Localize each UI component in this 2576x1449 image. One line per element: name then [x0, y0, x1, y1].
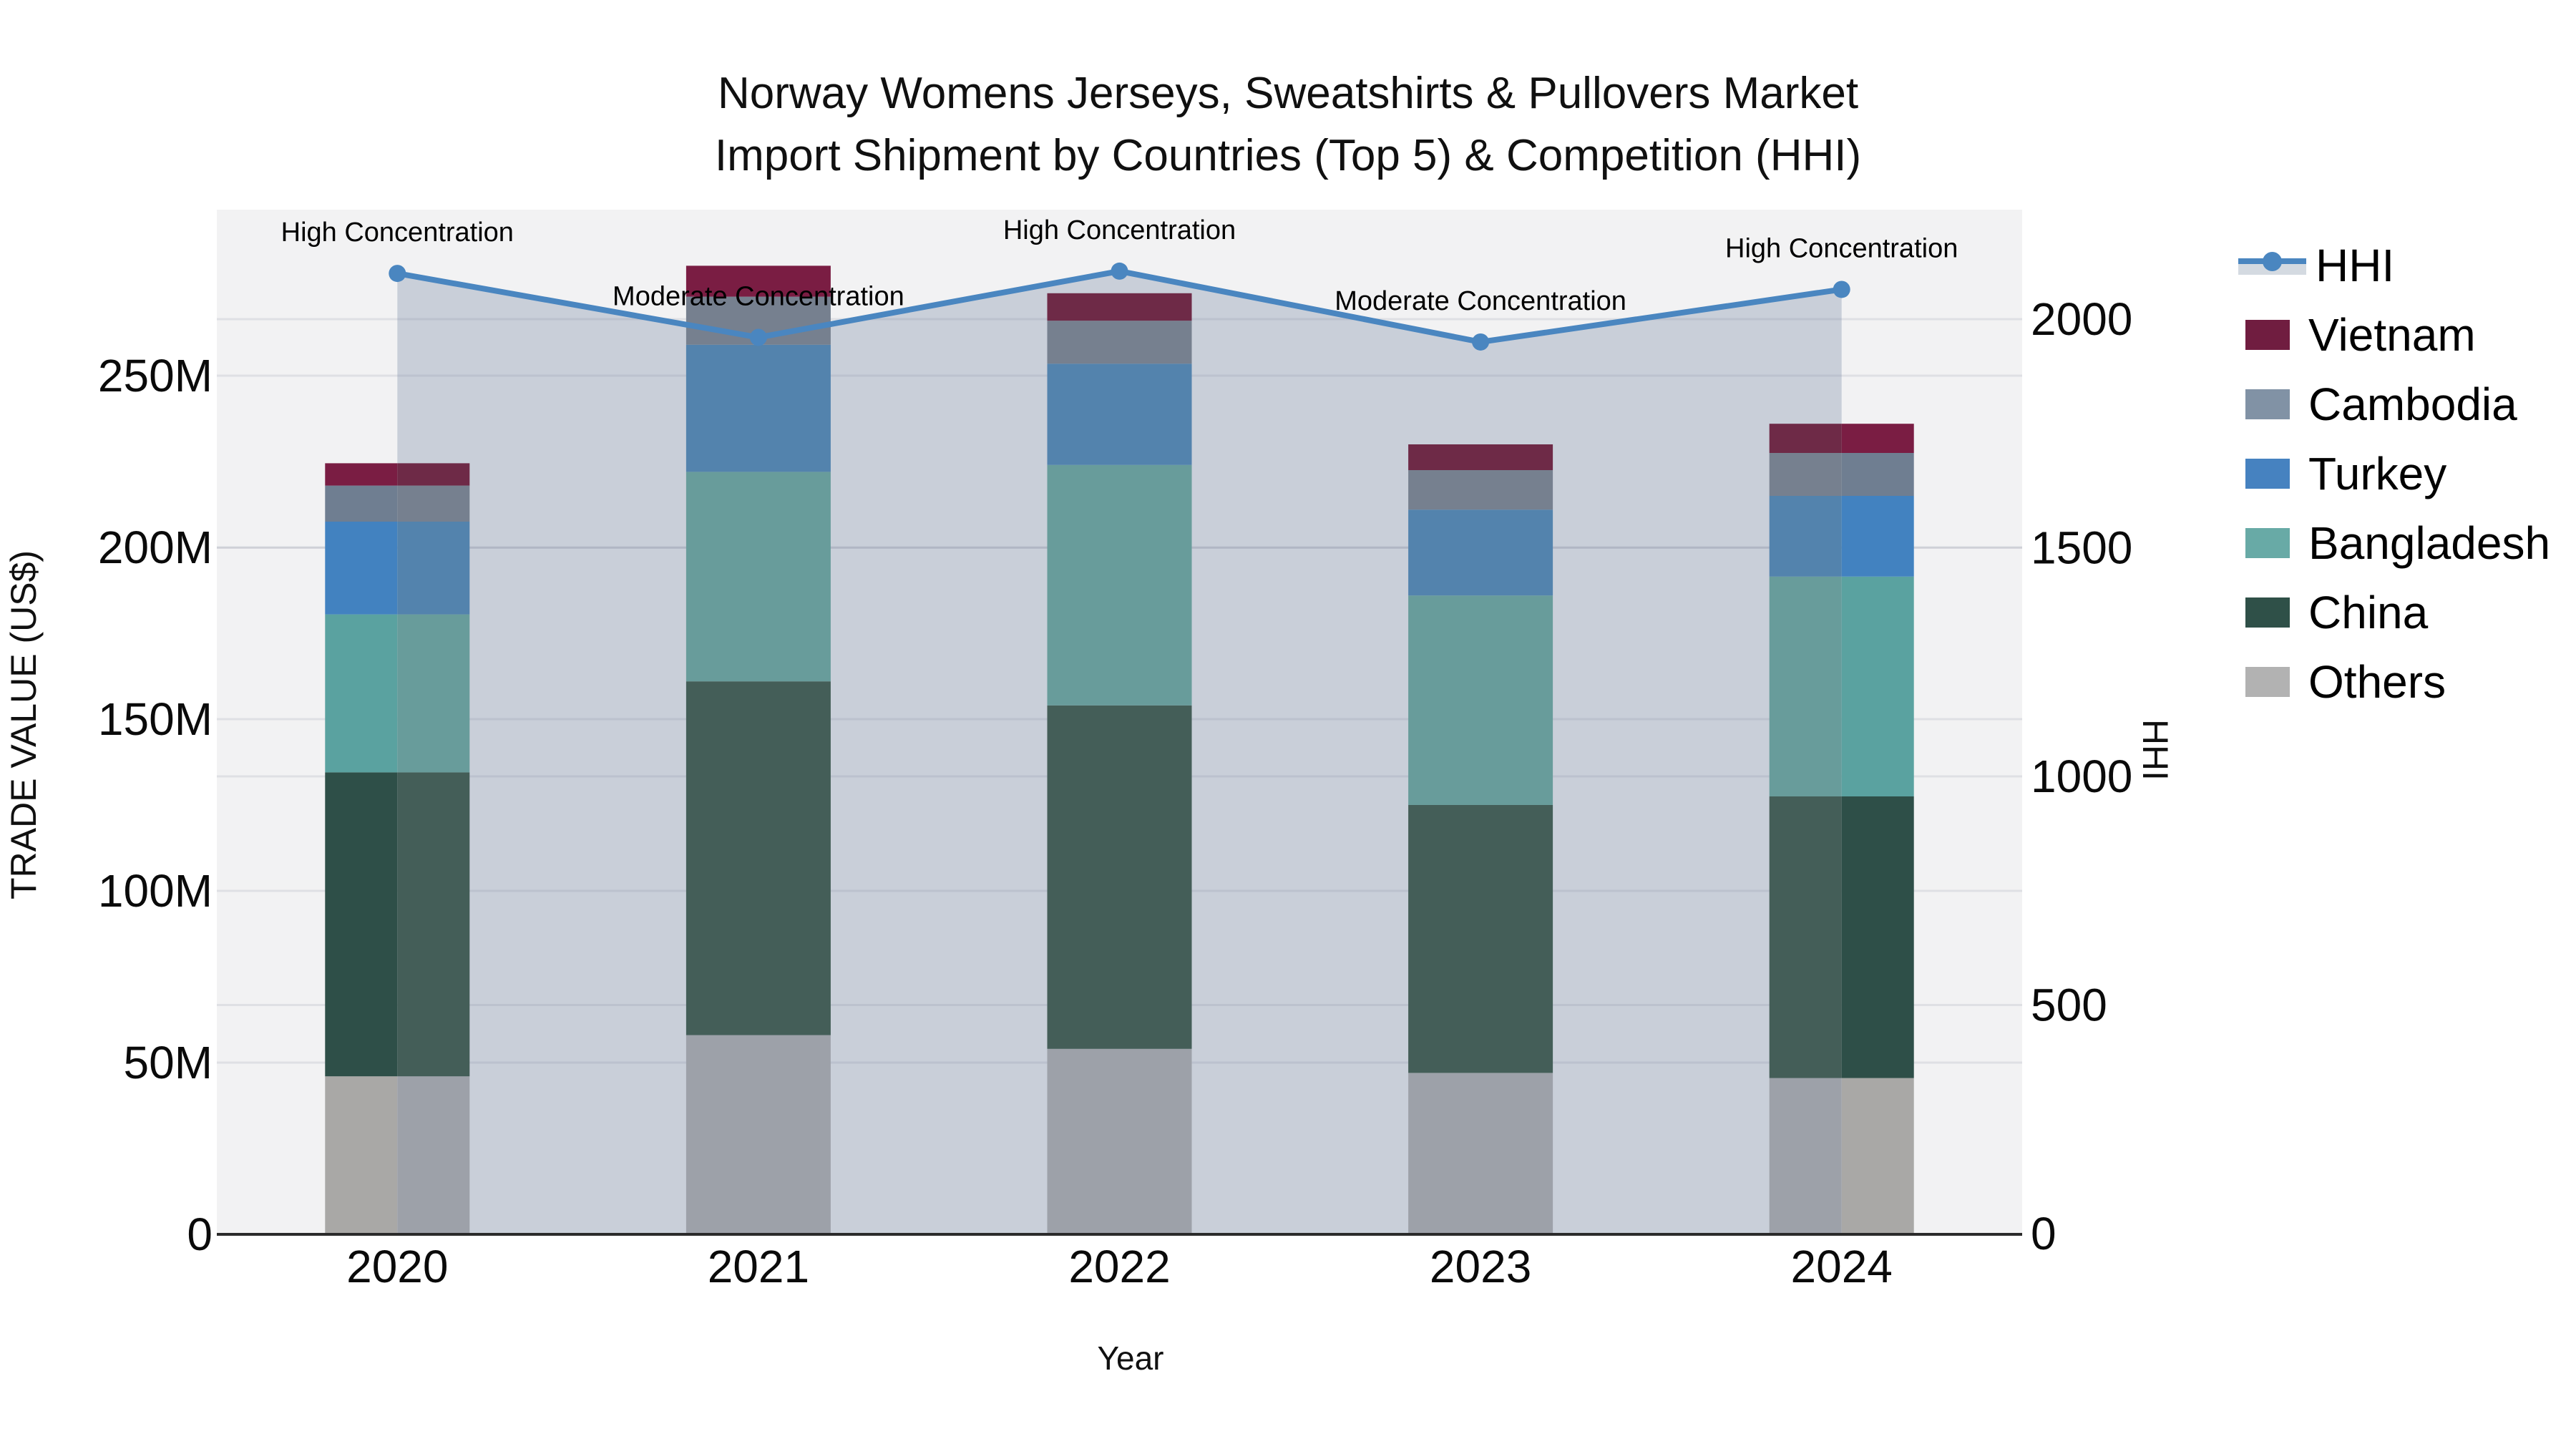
legend-label-hhi: HHI [2316, 239, 2395, 291]
legend-item-bangladesh[interactable]: Bangladesh [2238, 508, 2575, 577]
bar-segment-2022-vietnam[interactable] [1047, 293, 1192, 321]
annotation-2023: Moderate Concentration [1335, 286, 1626, 316]
y-left-tick-250M: 250M [98, 350, 213, 401]
x-tick-2024: 2024 [1791, 1241, 1893, 1292]
bar-segment-2024-bangladesh[interactable] [1769, 576, 1842, 796]
bar-segment-2021-turkey[interactable] [686, 344, 831, 472]
legend-swatch-turkey [2245, 458, 2290, 489]
bar-segment-2023-cambodia[interactable] [1408, 470, 1553, 510]
bar-segment-2020-cambodia[interactable] [325, 485, 398, 522]
annotation-2022: High Concentration [1003, 215, 1236, 245]
y-right-tick-1500: 1500 [2031, 522, 2132, 574]
hhi-marker-2024[interactable] [1833, 280, 1850, 298]
bar-segment-2020-vietnam[interactable] [397, 463, 470, 486]
bar-segment-2022-turkey[interactable] [1047, 364, 1192, 465]
bar-segment-2024-turkey[interactable] [1841, 496, 1914, 577]
bar-segment-2020-bangladesh[interactable] [397, 614, 470, 773]
bar-segment-2021-china[interactable] [686, 681, 831, 1035]
bar-segment-2024-bangladesh[interactable] [1841, 576, 1914, 796]
legend-item-vietnam[interactable]: Vietnam [2238, 300, 2575, 369]
bar-segment-2023-bangladesh[interactable] [1408, 595, 1553, 805]
hhi-marker-2022[interactable] [1111, 262, 1128, 280]
y-left-tick-200M: 200M [98, 522, 213, 573]
legend-label-china: China [2308, 586, 2429, 638]
bar-segment-2024-turkey[interactable] [1769, 496, 1842, 577]
bar-segment-2020-turkey[interactable] [397, 522, 470, 615]
bar-segment-2021-bangladesh[interactable] [686, 472, 831, 682]
bar-segment-2024-china[interactable] [1841, 796, 1914, 1078]
bar-segment-2020-turkey[interactable] [325, 522, 398, 615]
legend-item-cambodia[interactable]: Cambodia [2238, 369, 2575, 439]
legend-swatch-others [2245, 666, 2290, 697]
legend-item-others[interactable]: Others [2238, 647, 2575, 716]
legend-item-turkey[interactable]: Turkey [2238, 439, 2575, 508]
bar-segment-2021-others[interactable] [686, 1035, 831, 1234]
x-axis-title: Year [1097, 1340, 1164, 1377]
legend: HHI Vietnam Cambodia Turkey Bangladesh China O… [2238, 230, 2575, 716]
annotation-2024: High Concentration [1725, 233, 1958, 263]
bar-segment-2022-cambodia[interactable] [1047, 321, 1192, 364]
hhi-marker-2020[interactable] [389, 265, 406, 283]
bar-segment-2023-vietnam[interactable] [1408, 444, 1553, 470]
bar-segment-2023-others[interactable] [1408, 1073, 1553, 1234]
bar-segment-2020-others[interactable] [325, 1076, 398, 1234]
bar-segment-2024-others[interactable] [1769, 1078, 1842, 1234]
bar-segment-2024-cambodia[interactable] [1769, 453, 1842, 496]
chart-title-line1: Norway Womens Jerseys, Sweatshirts & Pul… [717, 69, 1859, 118]
legend-item-china[interactable]: China [2238, 577, 2575, 647]
annotation-2021: Moderate Concentration [613, 282, 904, 312]
y-left-tick-0: 0 [187, 1209, 213, 1260]
legend-swatch-bangladesh [2245, 527, 2290, 558]
hhi-marker-2023[interactable] [1472, 333, 1490, 351]
hhi-marker-glyph [2263, 251, 2282, 271]
x-tick-2021: 2021 [708, 1241, 809, 1292]
legend-swatch-vietnam [2245, 319, 2290, 350]
y-right-tick-2000: 2000 [2031, 293, 2132, 345]
annotation-2020: High Concentration [281, 218, 514, 248]
bar-segment-2024-others[interactable] [1841, 1078, 1914, 1234]
y-left-tick-100M: 100M [98, 865, 213, 917]
bar-segment-2022-china[interactable] [1047, 705, 1192, 1049]
legend-swatch-cambodia [2245, 389, 2290, 419]
bar-segment-2020-cambodia[interactable] [397, 485, 470, 522]
legend-label-vietnam: Vietnam [2308, 308, 2476, 361]
y-right-tick-1000: 1000 [2031, 751, 2132, 802]
bar-segment-2024-cambodia[interactable] [1841, 453, 1914, 496]
bar-segment-2022-others[interactable] [1047, 1048, 1192, 1234]
y-right-tick-500: 500 [2031, 980, 2107, 1031]
hhi-line-swatch-icon [2238, 250, 2306, 280]
x-tick-2023: 2023 [1430, 1241, 1531, 1292]
bar-segment-2020-china[interactable] [325, 772, 398, 1077]
bar-segment-2024-vietnam[interactable] [1841, 424, 1914, 453]
bar-segment-2024-china[interactable] [1769, 796, 1842, 1078]
legend-label-cambodia: Cambodia [2308, 378, 2517, 430]
x-tick-2020: 2020 [346, 1241, 448, 1292]
bar-segment-2020-china[interactable] [397, 772, 470, 1077]
y-left-tick-150M: 150M [98, 693, 213, 745]
bar-segment-2021-vietnam[interactable] [686, 265, 831, 297]
bar-segment-2023-turkey[interactable] [1408, 509, 1553, 596]
bar-segment-2022-bangladesh[interactable] [1047, 464, 1192, 706]
legend-item-hhi[interactable]: HHI [2238, 230, 2575, 300]
bar-segment-2024-vietnam[interactable] [1769, 424, 1842, 453]
bar-segment-2020-bangladesh[interactable] [325, 614, 398, 773]
chart-title-line2: Import Shipment by Countries (Top 5) & C… [714, 131, 1862, 180]
legend-label-turkey: Turkey [2308, 447, 2447, 499]
hhi-marker-2021[interactable] [749, 328, 767, 346]
y-axis-right-title: HHI [2135, 718, 2175, 781]
y-axis-left-title: TRADE VALUE (US$) [4, 550, 44, 900]
bar-segment-2023-china[interactable] [1408, 805, 1553, 1073]
y-left-tick-50M: 50M [124, 1037, 213, 1088]
legend-label-others: Others [2308, 655, 2446, 708]
legend-label-bangladesh: Bangladesh [2308, 517, 2551, 569]
bar-segment-2020-others[interactable] [397, 1076, 470, 1234]
x-tick-2022: 2022 [1068, 1241, 1170, 1292]
legend-swatch-china [2245, 597, 2290, 628]
y-right-tick-0: 0 [2031, 1208, 2057, 1259]
bar-segment-2020-vietnam[interactable] [325, 463, 398, 486]
